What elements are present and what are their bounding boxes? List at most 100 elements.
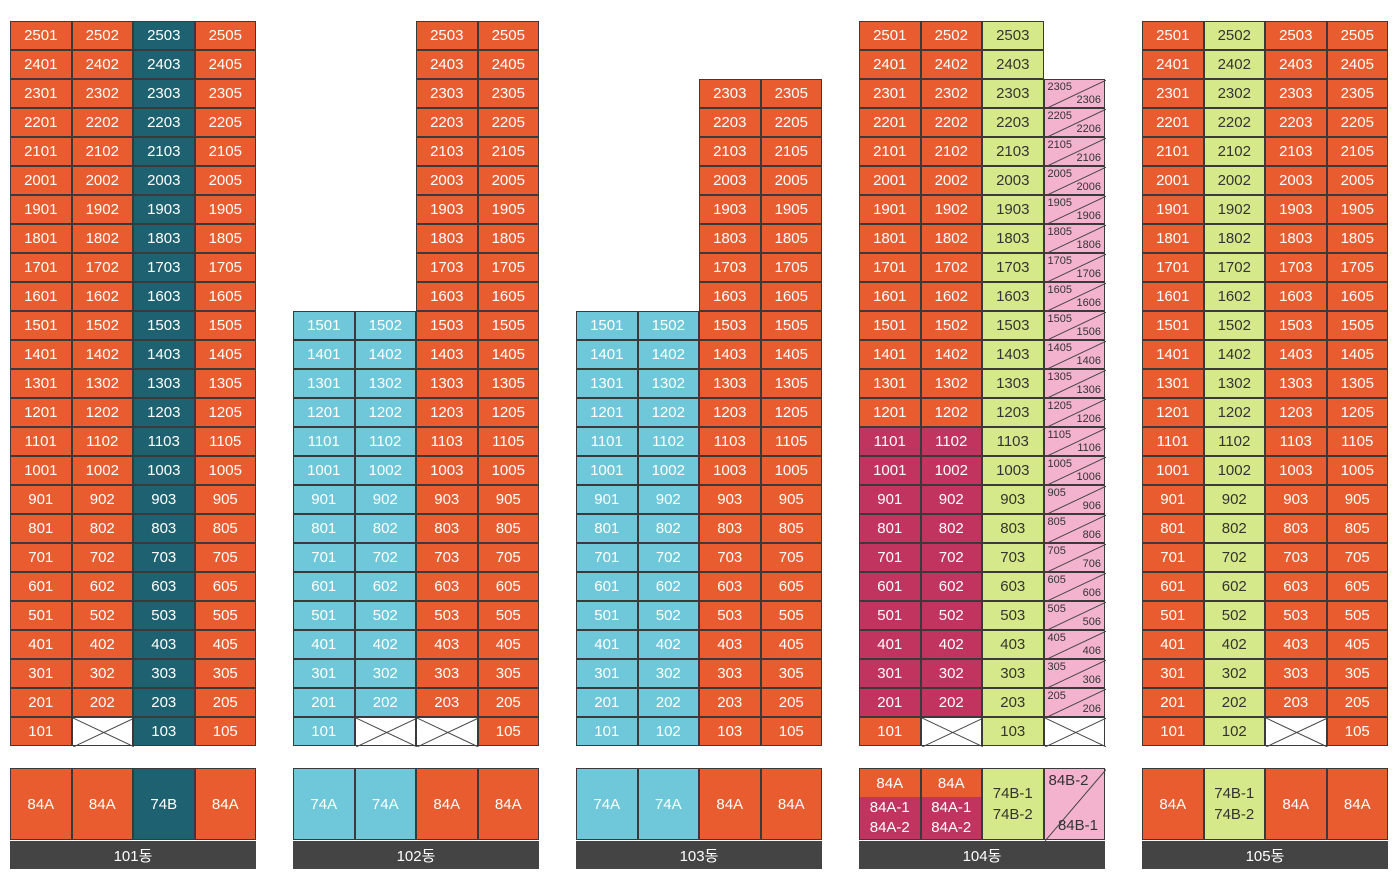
unit-cell: 1203 [699, 398, 761, 427]
diagonal-divider [1044, 80, 1106, 109]
unit-type-cell: 74B-1 74B-2 [1203, 768, 1265, 840]
unit-cell: 401 [859, 630, 921, 659]
unit-cell: 602 [1203, 572, 1265, 601]
unit-number: 706 [1082, 558, 1101, 570]
unit-cell: 701 [859, 543, 921, 572]
unit-cell: 201 [859, 688, 921, 717]
unit-cell: 605 [760, 572, 822, 601]
diagonal-divider [1044, 399, 1106, 428]
unit-cell: 1302 [71, 369, 133, 398]
unit-cell: 1103 [133, 427, 195, 456]
unit-number: 2205 [1047, 110, 1072, 122]
unit-cell: 901 [576, 485, 638, 514]
unit-cell: 2205 [1326, 108, 1388, 137]
unit-cell: 203 [133, 688, 195, 717]
unit-number: 1706 [1076, 268, 1101, 280]
unit-number: 1006 [1076, 471, 1101, 483]
unit-cell: 105 [760, 717, 822, 746]
unit-cell: 205 [760, 688, 822, 717]
unit-cell: 801 [576, 514, 638, 543]
unit-cell: 2201 [859, 108, 921, 137]
unit-type-cell: 74A [637, 768, 699, 840]
unit-cell: 1001 [293, 456, 355, 485]
unit-cell: 1501 [293, 311, 355, 340]
unit-cell: 2403 [1265, 50, 1327, 79]
unit-cell: 2003 [699, 166, 761, 195]
unit-cell: 1601 [859, 282, 921, 311]
unit-cell: 2305 [1326, 79, 1388, 108]
unit-cell: 1501 [576, 311, 638, 340]
building-label: 101동 [10, 841, 256, 869]
unit-cell: 1703 [982, 253, 1044, 282]
unit-cell-split: 2105 2106 [1043, 137, 1106, 167]
unit-cell: 1701 [859, 253, 921, 282]
unit-cell: 1401 [576, 340, 638, 369]
unit-number: 2206 [1076, 123, 1101, 135]
unit-cell: 1402 [71, 340, 133, 369]
unit-type-cell: 84A [1326, 768, 1388, 840]
unit-cell: 405 [477, 630, 539, 659]
unit-number: 1205 [1047, 400, 1072, 412]
unit-cell: 1505 [1326, 311, 1388, 340]
diagonal-divider [1044, 457, 1106, 486]
unit-type-row: 74A 74A 84A 84A [293, 768, 539, 840]
unit-cell-split: 1305 1306 [1043, 369, 1106, 399]
x-mark-icon [1266, 718, 1328, 747]
unit-cell: 1701 [10, 253, 72, 282]
unit-cell: 2002 [1203, 166, 1265, 195]
diagonal-divider [1044, 486, 1106, 515]
unit-number: 305 [1047, 661, 1066, 673]
unit-cell: 2305 [477, 79, 539, 108]
unit-type-cell: 84A 84A-1 84A-2 [920, 768, 982, 840]
unit-cell: 1503 [982, 311, 1044, 340]
unit-cell: 502 [1203, 601, 1265, 630]
unit-cell: 2202 [71, 108, 133, 137]
unit-cell: 2201 [1142, 108, 1204, 137]
unit-cell: 2101 [10, 137, 72, 166]
unit-cell: 1305 [477, 369, 539, 398]
unit-cell-split: 1005 1006 [1043, 456, 1106, 486]
unit-cell-split: 1805 1806 [1043, 224, 1106, 254]
unit-cell: 605 [477, 572, 539, 601]
unit-cell: 1102 [920, 427, 982, 456]
unit-cell: 2105 [1326, 137, 1388, 166]
unit-cell: 702 [71, 543, 133, 572]
unit-cell: 2005 [477, 166, 539, 195]
unit-cell: 1505 [194, 311, 256, 340]
unit-cell: 1502 [920, 311, 982, 340]
diagonal-divider [1044, 689, 1106, 718]
unit-cell-split: 1505 1506 [1043, 311, 1106, 341]
unit-cell: 2205 [194, 108, 256, 137]
building-label: 104동 [859, 841, 1105, 869]
unit-cell: 1603 [982, 282, 1044, 311]
diagonal-divider [1044, 225, 1106, 254]
unit-cell: 505 [760, 601, 822, 630]
unit-type-row: 84A 84A 74B 84A [10, 768, 256, 840]
unit-cell: 205 [477, 688, 539, 717]
unit-cell: 1503 [416, 311, 478, 340]
unit-cell: 1402 [1203, 340, 1265, 369]
unit-cell: 1701 [1142, 253, 1204, 282]
unit-cell: 1303 [133, 369, 195, 398]
unit-cell: 503 [133, 601, 195, 630]
unit-cell: 1903 [1265, 195, 1327, 224]
unit-cell: 302 [354, 659, 416, 688]
unit-cell: 2303 [416, 79, 478, 108]
unit-cell: 2101 [1142, 137, 1204, 166]
building-103: 101 201 301 401 501 601 701 801 901 1001 1101 1201 1… [576, 0, 822, 883]
unit-cell: 601 [859, 572, 921, 601]
unit-cell: 1705 [1326, 253, 1388, 282]
unit-cell: 1005 [477, 456, 539, 485]
unit-cell-split: 1905 1906 [1043, 195, 1106, 225]
unit-cell: 703 [982, 543, 1044, 572]
unit-cell: 601 [10, 572, 72, 601]
unit-cell: 2003 [1265, 166, 1327, 195]
unit-cell: 502 [71, 601, 133, 630]
unit-cell: 905 [477, 485, 539, 514]
unit-cell: 2203 [982, 108, 1044, 137]
unit-cell: 805 [194, 514, 256, 543]
unit-cell: 2005 [1326, 166, 1388, 195]
unit-cell: 301 [293, 659, 355, 688]
unit-cell: 1702 [920, 253, 982, 282]
unit-cell: 1505 [760, 311, 822, 340]
